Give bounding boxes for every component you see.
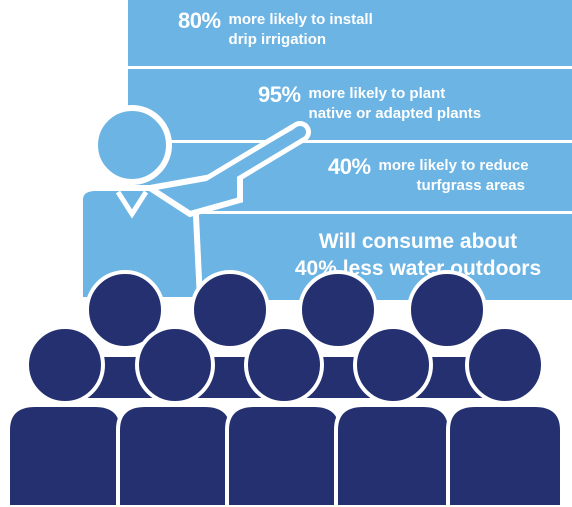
stat-text-line2: native or adapted plants bbox=[308, 105, 482, 122]
stat-drip-irrigation: 80% more likely to install drip irrigati… bbox=[178, 10, 373, 50]
stat-text-line1: more likely to reduce bbox=[378, 157, 529, 174]
summary-statement: Will consume about 40% less water outdoo… bbox=[268, 228, 568, 282]
divider-3 bbox=[128, 211, 572, 214]
presenter-icon bbox=[77, 105, 311, 303]
stat-percent: 95% bbox=[258, 82, 301, 107]
audience-icon bbox=[6, 270, 564, 507]
stat-native-plants: 95% more likely to plant native or adapt… bbox=[258, 84, 481, 124]
summary-line1: Will consume about bbox=[318, 230, 518, 253]
stat-percent: 80% bbox=[178, 8, 221, 33]
stat-text-line1: more likely to plant bbox=[308, 85, 446, 102]
divider-1 bbox=[128, 66, 572, 69]
stat-turfgrass: 40% more likely to reduce turfgrass area… bbox=[328, 156, 529, 196]
presentation-board bbox=[128, 0, 572, 300]
stat-text-line2: turfgrass areas bbox=[416, 177, 525, 194]
stat-percent: 40% bbox=[328, 154, 371, 179]
summary-line2: 40% less water outdoors bbox=[294, 257, 542, 280]
stat-text-line1: more likely to install bbox=[228, 11, 373, 28]
stat-text-line2: drip irrigation bbox=[228, 31, 327, 48]
divider-2 bbox=[128, 140, 572, 143]
